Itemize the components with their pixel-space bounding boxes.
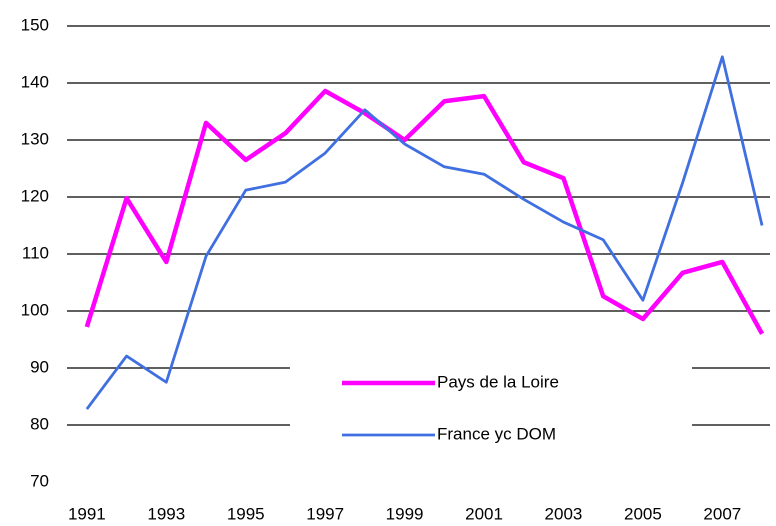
y-tick-label: 70: [30, 471, 49, 490]
y-tick-label: 90: [30, 357, 49, 376]
y-tick-label: 100: [21, 300, 49, 319]
legend-box: [290, 355, 692, 467]
y-tick-label: 80: [30, 414, 49, 433]
y-tick-label: 120: [21, 186, 49, 205]
y-tick-label: 140: [21, 72, 49, 91]
x-tick-label: 2005: [624, 504, 662, 523]
x-tick-label: 2001: [465, 504, 503, 523]
series-line: [85, 55, 764, 410]
x-tick-label: 1991: [68, 504, 106, 523]
series-line: [84, 88, 765, 335]
y-tick-label: 110: [22, 243, 49, 262]
y-tick-label: 150: [21, 15, 49, 34]
x-tick-label: 1999: [386, 504, 424, 523]
x-tick-label: 2007: [703, 504, 741, 523]
x-tick-label: 1993: [147, 504, 185, 523]
x-tick-label: 1995: [227, 504, 265, 523]
legend-label: France yc DOM: [437, 424, 556, 443]
legend-label: Pays de la Loire: [437, 372, 559, 391]
y-tick-label: 130: [21, 129, 49, 148]
x-tick-label: 1997: [306, 504, 344, 523]
x-tick-label: 2003: [545, 504, 583, 523]
